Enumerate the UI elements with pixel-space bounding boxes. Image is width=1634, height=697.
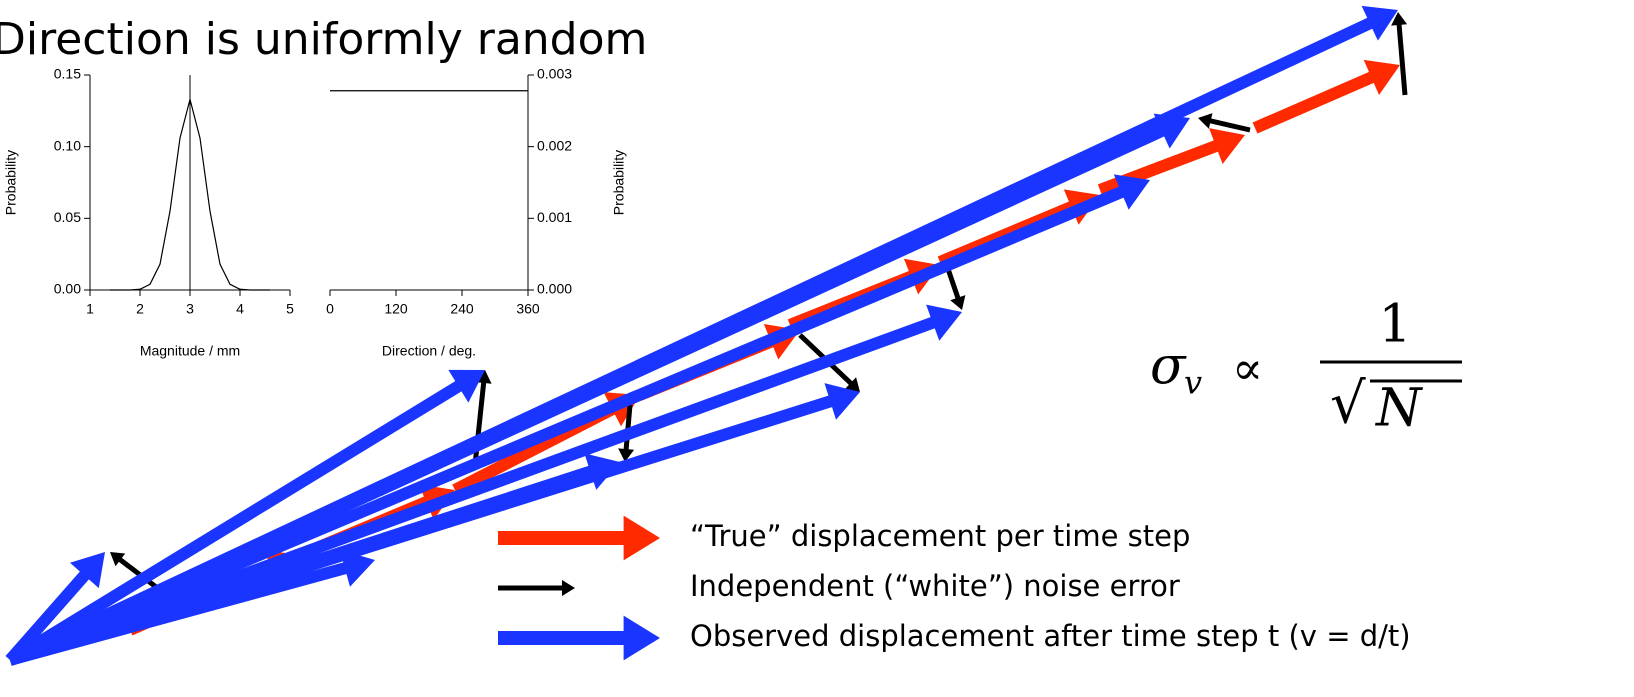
observed-arrow-head: [1361, 5, 1398, 41]
noise-arrow-head: [950, 295, 966, 310]
observed-arrow: [6, 380, 464, 666]
x-axis-label: Magnitude / mm: [140, 343, 240, 359]
formula-root: √: [1330, 372, 1366, 437]
observed-arrow-head: [1113, 174, 1150, 210]
formula-sub: v: [1184, 364, 1202, 402]
true-arrow: [1252, 71, 1376, 134]
y-tick-label: 0.000: [537, 281, 572, 297]
formula: σ v ∝ 1 √ N: [1150, 295, 1462, 439]
x-tick-label: 240: [450, 301, 474, 317]
observed-arrow-head: [448, 369, 485, 403]
true-arrow-head: [1209, 128, 1245, 165]
observed-arrow-head: [926, 304, 962, 341]
legend-swatch-head: [623, 615, 660, 661]
y-axis-label: Probability: [611, 150, 627, 215]
legend-label: “True” displacement per time step: [690, 519, 1190, 553]
legend-label: Observed displacement after time step t …: [690, 619, 1411, 653]
slide-title: Direction is uniformly random: [0, 14, 647, 65]
x-tick-label: 0: [326, 301, 334, 317]
distribution-line: [110, 96, 270, 291]
y-tick-label: 0.003: [537, 66, 572, 82]
formula-den: N: [1374, 379, 1423, 439]
y-tick-label: 0.001: [537, 209, 572, 225]
observed-arrow: [7, 185, 1126, 666]
formula-rel: ∝: [1232, 341, 1263, 395]
noise-arrow: [1208, 118, 1251, 133]
observed-arrow: [7, 16, 1375, 666]
legend-swatch-head: [562, 580, 575, 596]
observed-arrow-head: [69, 552, 105, 589]
noise-arrow-head: [1391, 12, 1408, 26]
true-arrow-head: [1363, 59, 1400, 96]
x-tick-label: 360: [516, 301, 540, 317]
legend-label: Independent (“white”) noise error: [690, 569, 1180, 603]
arrow-diagram: [5, 5, 1408, 666]
noise-arrow-head: [1198, 113, 1213, 129]
noise-arrow-head: [110, 552, 126, 567]
formula-sigma: σ: [1150, 337, 1187, 397]
x-axis-label: Direction / deg.: [382, 343, 476, 359]
y-axis-label: Probability: [3, 150, 19, 215]
noise-arrow-head: [845, 377, 860, 392]
x-tick-label: 120: [384, 301, 408, 317]
y-tick-label: 0.05: [54, 209, 81, 225]
observed-arrow: [8, 395, 834, 666]
y-tick-label: 0.15: [54, 66, 81, 82]
y-tick-label: 0.10: [54, 137, 81, 153]
noise-arrow: [1396, 22, 1408, 96]
x-tick-label: 5: [286, 301, 294, 317]
observed-arrow-head: [824, 383, 860, 420]
x-tick-label: 2: [136, 301, 144, 317]
y-tick-label: 0.00: [54, 281, 81, 297]
formula-num: 1: [1378, 295, 1411, 355]
y-tick-label: 0.002: [537, 137, 572, 153]
x-tick-label: 3: [186, 301, 194, 317]
noise-arrow-head: [618, 448, 635, 462]
legend-swatch-head: [623, 515, 660, 561]
observed-arrow: [7, 316, 937, 666]
x-tick-label: 1: [86, 301, 94, 317]
x-tick-label: 4: [236, 301, 244, 317]
